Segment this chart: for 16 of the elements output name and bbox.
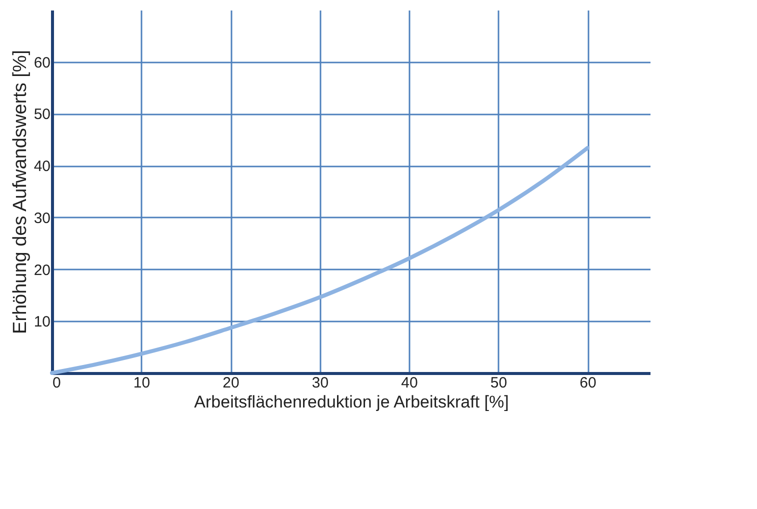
- y-tick-label: 40: [34, 158, 50, 176]
- x-tick-label: 60: [580, 374, 596, 392]
- x-axis-title: Arbeitsflächenreduktion je Arbeitskraft [%]: [194, 392, 509, 412]
- x-tick-label: 10: [133, 374, 150, 392]
- x-tick-label: 40: [401, 374, 418, 392]
- line-series: [50, 146, 590, 375]
- y-tick-label: 60: [34, 54, 50, 72]
- y-tick-label: 50: [34, 106, 50, 124]
- y-tick-label: 10: [34, 314, 50, 331]
- y-axis-title: Erhöhung des Aufwandswerts [%]: [10, 50, 31, 334]
- x-tick-label: 0: [52, 374, 61, 392]
- y-tick-label: 30: [34, 210, 50, 227]
- x-tick-label: 20: [222, 374, 240, 392]
- x-tick-label: 50: [490, 374, 508, 392]
- x-tick-label: 30: [312, 374, 329, 392]
- y-tick-label: 20: [34, 262, 50, 279]
